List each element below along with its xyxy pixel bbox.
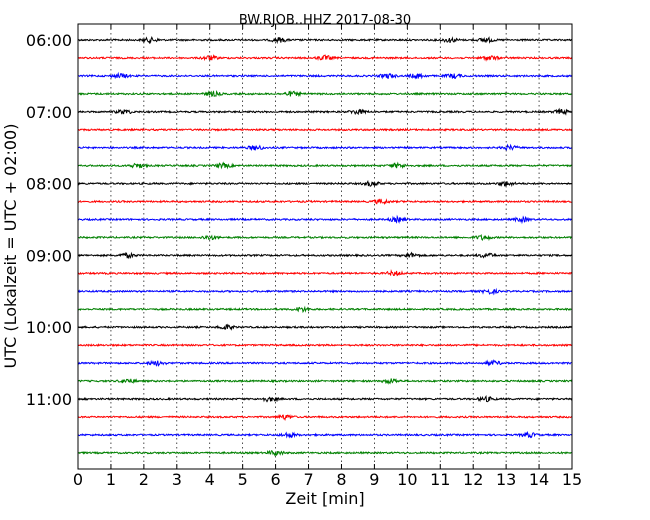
plot-frame bbox=[77, 23, 573, 470]
x-axis-label: Zeit [min] bbox=[285, 489, 364, 508]
x-tick-label: 3 bbox=[172, 470, 182, 489]
trace-line bbox=[77, 127, 573, 132]
trace-line bbox=[78, 234, 572, 242]
trace-line bbox=[78, 269, 573, 277]
trace-line bbox=[77, 35, 573, 45]
x-tick-label: 1 bbox=[106, 470, 116, 489]
x-tick-label: 12 bbox=[463, 470, 483, 489]
trace-line bbox=[77, 323, 573, 331]
trace-line bbox=[77, 359, 572, 367]
trace-line bbox=[77, 251, 573, 260]
trace-line bbox=[77, 287, 573, 296]
trace-line bbox=[77, 71, 573, 80]
x-tick-label: 5 bbox=[238, 470, 248, 489]
trace-line bbox=[77, 343, 573, 348]
y-tick-label: 10:00 bbox=[26, 318, 72, 337]
trace-line bbox=[77, 413, 573, 421]
trace-line bbox=[77, 214, 573, 225]
y-tick-label: 09:00 bbox=[26, 246, 72, 265]
x-tick-label: 8 bbox=[336, 470, 346, 489]
trace-line bbox=[77, 90, 573, 98]
y-tick-label: 06:00 bbox=[26, 31, 72, 50]
y-tick-label: 07:00 bbox=[26, 103, 72, 122]
trace-line bbox=[77, 107, 573, 116]
x-tick-label: 11 bbox=[430, 470, 450, 489]
x-tick-label: 14 bbox=[529, 470, 549, 489]
trace-line bbox=[77, 449, 572, 457]
trace-line bbox=[77, 198, 572, 205]
trace-line bbox=[77, 305, 572, 314]
x-tick-label: 6 bbox=[271, 470, 281, 489]
x-tick-label: 10 bbox=[397, 470, 417, 489]
y-tick-label: 11:00 bbox=[26, 390, 72, 409]
x-tick-label: 9 bbox=[369, 470, 379, 489]
y-axis: 06:00 07:00 08:00 09:00 10:00 11:00 bbox=[26, 31, 572, 409]
x-tick-label: 13 bbox=[496, 470, 516, 489]
x-tick-label: 15 bbox=[562, 470, 582, 489]
y-axis-label: UTC (Lokalzeit = UTC + 02:00) bbox=[1, 124, 20, 369]
trace-line bbox=[77, 179, 572, 188]
chart-title: BW.RJOB..HHZ 2017-08-30 bbox=[239, 13, 411, 28]
trace-line bbox=[77, 394, 573, 403]
trace-line bbox=[77, 378, 573, 385]
trace-line bbox=[77, 53, 573, 62]
trace-line bbox=[77, 143, 572, 152]
x-tick-label: 4 bbox=[205, 470, 215, 489]
trace-group bbox=[77, 35, 573, 457]
x-tick-label: 2 bbox=[139, 470, 149, 489]
x-axis: 0 1 2 3 4 5 6 7 8 9 10 11 12 13 14 15 bbox=[73, 24, 582, 489]
x-tick-label: 7 bbox=[303, 470, 313, 489]
y-tick-label: 08:00 bbox=[26, 175, 72, 194]
trace-line bbox=[77, 161, 573, 170]
x-tick-label: 0 bbox=[73, 470, 83, 489]
grid-lines bbox=[110, 24, 540, 469]
trace-line bbox=[77, 430, 573, 439]
